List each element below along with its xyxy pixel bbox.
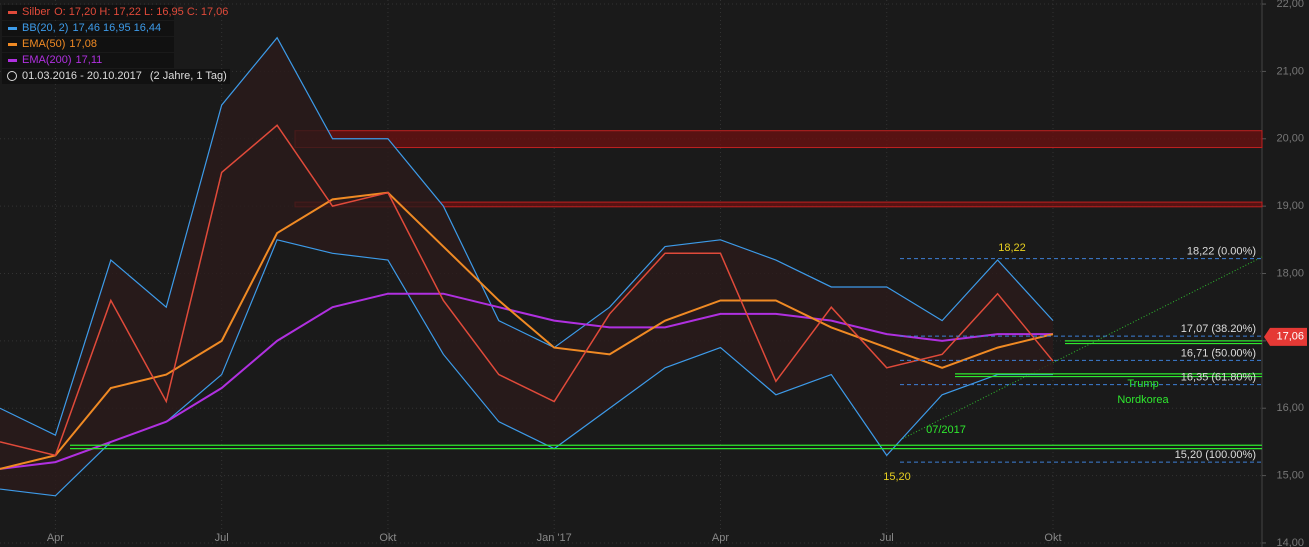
x-tick-label: Jul [215,532,229,544]
legend-bg [2,21,174,36]
series-line [0,292,1053,470]
fib-label: 17,07 (38.20%) [1181,323,1256,335]
series-line [0,191,1054,470]
series-line [0,36,1054,437]
legend-bg [2,5,174,20]
y-tick-label: 22,00 [1276,0,1304,10]
period: 01.03.2016 - 20.10.2017 [22,70,142,82]
bollinger-fill [0,37,1053,496]
annotation: Nordkorea [1117,394,1169,406]
legend-bg [2,37,174,52]
y-tick-label: 14,00 [1276,537,1304,547]
x-tick-label: Okt [379,532,396,544]
y-tick-label: 18,00 [1276,267,1304,279]
fib-label: 18,22 (0.00%) [1187,246,1256,258]
legend-name: EMA(200) [22,54,72,66]
range-label: (2 Jahre, 1 Tag) [150,70,227,82]
fib-label: 16,71 (50.00%) [1181,347,1256,359]
annotation: 15,20 [883,471,911,483]
clock-icon [7,71,17,81]
fib-label: 16,35 (61.80%) [1181,372,1256,384]
y-tick-label: 21,00 [1276,65,1304,77]
legend-name: BB(20, 2) [22,22,68,34]
legend-values: 17,08 [69,38,97,50]
annotation: Trump [1127,378,1158,390]
legend-name: EMA(50) [22,38,65,50]
x-tick-label: Jan '17 [537,532,572,544]
legend-values: 17,11 [76,54,103,66]
y-tick-label: 20,00 [1276,133,1304,145]
resistance-zone [294,130,1263,149]
legend-bg [2,69,230,84]
series-line [0,124,1054,457]
annotation: 18,22 [998,242,1026,254]
y-tick-label: 16,00 [1276,402,1304,414]
legend-swatch [8,27,17,30]
x-tick-label: Jul [880,532,894,544]
fib-label: 15,20 (100.00%) [1175,449,1256,461]
legend-swatch [8,59,17,62]
y-tick-label: 19,00 [1276,200,1304,212]
series-line [0,239,1053,497]
x-tick-label: Apr [712,532,729,544]
legend-swatch [8,43,17,46]
y-tick-label: 15,00 [1276,469,1304,481]
price-tag [1264,327,1307,346]
legend-values: O: 17,20 H: 17,22 L: 16,95 C: 17,06 [54,6,228,18]
legend-swatch [8,11,17,14]
price-tag-label: 17,06 [1276,331,1304,343]
annotation: 07/2017 [926,424,966,436]
x-tick-label: Apr [47,532,64,544]
x-tick-label: Okt [1044,532,1061,544]
legend-name: Silber [22,6,50,18]
legend-bg [2,53,174,68]
legend-values: 17,46 16,95 16,44 [72,22,161,34]
